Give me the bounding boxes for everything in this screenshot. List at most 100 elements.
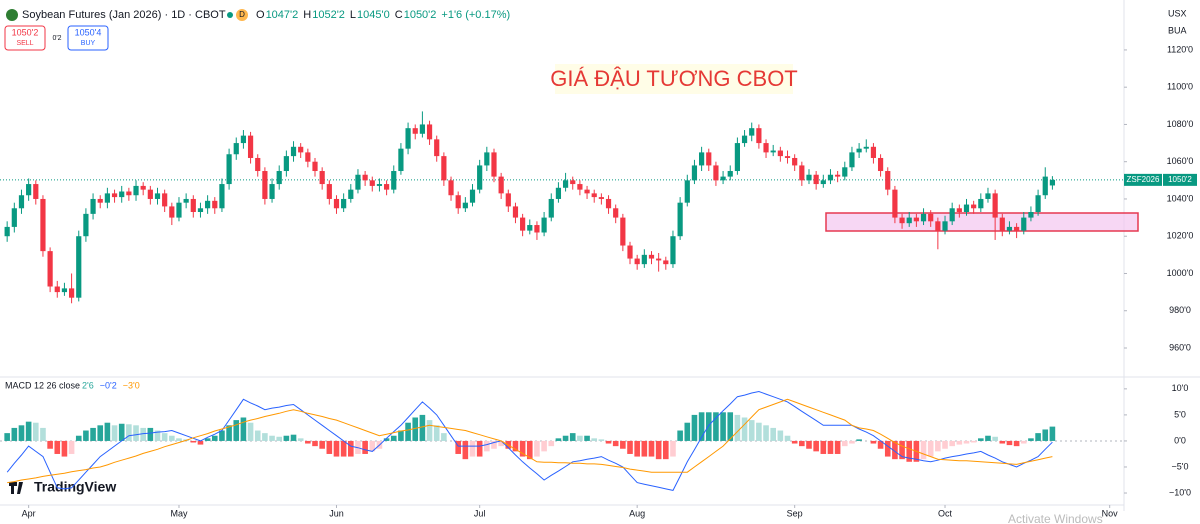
candle-body <box>749 128 755 136</box>
symbol-tag-bg <box>1124 173 1162 186</box>
y-tick-label: 1000'0 <box>1167 268 1194 278</box>
macd-histogram-bar <box>655 440 662 460</box>
candle-body <box>26 184 32 196</box>
macd-histogram-bar <box>1006 440 1013 446</box>
y-tick-label: 1080'0 <box>1167 119 1194 129</box>
candle-body <box>434 139 440 157</box>
symbol-logo <box>6 9 18 21</box>
candle-body <box>197 208 204 213</box>
spread: 0'2 <box>52 35 61 42</box>
candle-body <box>469 189 476 203</box>
buy-button[interactable] <box>67 25 109 51</box>
candle-body <box>355 174 361 190</box>
x-tick-label: Nov <box>1102 508 1119 518</box>
macd-histogram-bar <box>663 440 669 460</box>
candle-body <box>111 193 118 198</box>
interval-badge-bg <box>236 9 248 21</box>
candle-body <box>770 150 776 153</box>
macd-title: MACD 12 26 close <box>5 380 80 390</box>
candle-body <box>598 197 604 199</box>
candle-body <box>212 200 218 209</box>
candle-body <box>520 217 526 231</box>
candle-body <box>777 150 783 157</box>
macd-histogram-bar <box>462 440 469 460</box>
macd-histogram-bar <box>75 435 82 441</box>
candle-body <box>276 171 282 185</box>
annotation-bg <box>555 64 793 94</box>
currency[interactable]: USX <box>1168 8 1187 18</box>
candle-body <box>885 171 891 190</box>
candle-body <box>305 152 311 162</box>
watermark: Activate Windows <box>1008 512 1103 524</box>
candle-body <box>627 245 633 259</box>
macd-histogram-bar <box>1035 433 1041 441</box>
macd-histogram-bar <box>956 440 963 445</box>
candle-body <box>47 251 53 287</box>
candle-body <box>792 157 798 166</box>
candle-body <box>541 217 547 233</box>
candle-body <box>555 187 562 199</box>
candle-body <box>763 143 769 153</box>
candle-body <box>999 217 1005 231</box>
macd-line <box>7 398 1053 484</box>
macd-histogram-bar <box>978 438 984 441</box>
candle-body <box>734 143 741 172</box>
macd-histogram-bar <box>491 440 497 449</box>
macd-histogram-bar <box>705 412 712 441</box>
macd-histogram-bar <box>1042 429 1049 441</box>
candle-body <box>505 193 511 207</box>
macd-histogram-bar <box>25 421 32 441</box>
macd-histogram-bar <box>899 440 905 460</box>
macd-y-tick-label: 10'0 <box>1172 383 1189 393</box>
candle-body <box>942 221 948 231</box>
macd-histogram-bar <box>770 427 776 441</box>
candle-body <box>548 198 554 218</box>
candle-body <box>820 180 826 185</box>
macd-histogram-bar <box>698 412 705 441</box>
macd-histogram-bar <box>126 424 132 441</box>
macd-histogram-bar <box>777 430 784 441</box>
last-price-tag-bg <box>1163 173 1197 186</box>
buy-label[interactable]: BUY <box>81 40 96 47</box>
candle-body <box>126 191 132 196</box>
candle-body <box>971 204 977 209</box>
ohlc-key: C <box>395 9 403 21</box>
macd-histogram-bar <box>369 440 376 452</box>
macd-histogram-bar <box>591 438 598 441</box>
candle-body <box>54 286 60 293</box>
macd-histogram-bar <box>204 438 211 441</box>
candle-body <box>4 226 10 237</box>
candle-body <box>634 258 640 265</box>
macd-histogram-bar <box>555 438 562 441</box>
macd-histogram-bar <box>340 440 347 457</box>
macd-histogram-bar <box>18 425 25 441</box>
macd-histogram-bar <box>526 440 533 460</box>
macd-histogram-bar <box>226 425 232 441</box>
macd-histogram-bar <box>713 412 719 441</box>
macd-histogram-bar <box>441 433 447 441</box>
candle-body <box>913 217 919 222</box>
macd-histogram-bar <box>942 440 948 449</box>
macd-histogram-bar <box>935 440 941 452</box>
macd-histogram-bar <box>670 440 676 457</box>
candle-body <box>684 180 690 203</box>
candle-body <box>978 198 984 209</box>
candle-body <box>441 156 447 181</box>
candle-body <box>856 148 862 153</box>
buy-price[interactable]: 1050'4 <box>75 27 102 37</box>
y-tick-label: 1020'0 <box>1167 231 1194 241</box>
sell-price[interactable]: 1050'2 <box>12 27 39 37</box>
candle-body <box>18 195 25 209</box>
chart-title[interactable]: Soybean Futures (Jan 2026) · 1D · CBOT <box>22 9 226 21</box>
candle-body <box>362 174 368 181</box>
sell-button[interactable] <box>4 25 46 51</box>
macd-histogram-bar <box>312 440 318 447</box>
macd-histogram-bar <box>985 435 991 441</box>
unit-menu[interactable]: BUA <box>1168 25 1187 35</box>
macd-histogram-bar <box>512 440 519 452</box>
macd-histogram-bar <box>963 440 970 444</box>
candle-body <box>527 225 533 231</box>
macd-histogram-bar <box>283 435 290 441</box>
macd-histogram-bar <box>856 439 862 441</box>
sell-label[interactable]: SELL <box>16 40 33 47</box>
